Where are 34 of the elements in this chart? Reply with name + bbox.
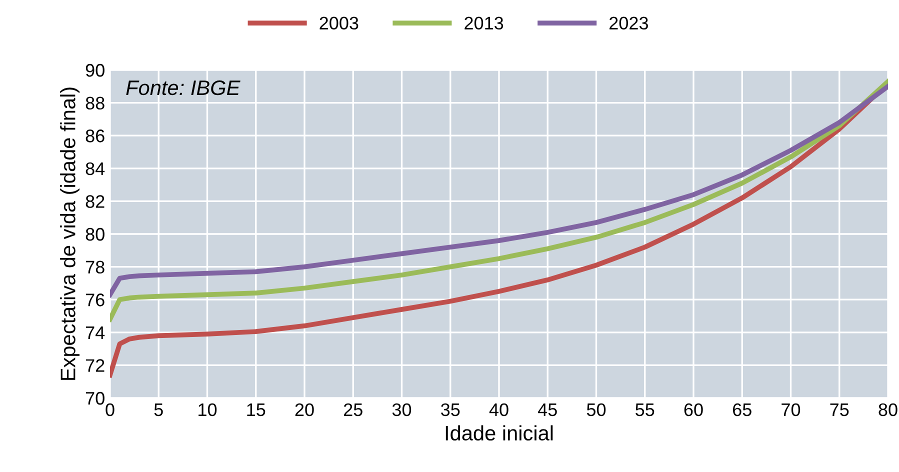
x-tick-label: 25 bbox=[344, 403, 362, 416]
y-tick-label: 84 bbox=[86, 162, 105, 176]
x-tick-label: 55 bbox=[636, 404, 654, 416]
x-tick-label: 65 bbox=[733, 403, 752, 416]
x-tick-label: 30 bbox=[392, 403, 412, 416]
x-tick-label: 45 bbox=[538, 404, 557, 416]
x-tick-label: 75 bbox=[830, 404, 849, 416]
y-tick-label: 70 bbox=[86, 392, 104, 405]
y-tick-label: 78 bbox=[86, 260, 104, 274]
x-tick-label: 0 bbox=[106, 403, 114, 416]
y-tick-label: 90 bbox=[86, 64, 104, 77]
x-tick-label: 5 bbox=[154, 404, 163, 416]
x-tick-label: 20 bbox=[295, 403, 314, 416]
x-tick-label: 40 bbox=[489, 403, 508, 416]
x-axis-title: Idade inicial bbox=[446, 425, 553, 441]
legend-label: 2013 bbox=[464, 16, 504, 30]
x-tick-label: 10 bbox=[198, 403, 217, 416]
x-tick-label: 35 bbox=[441, 403, 460, 416]
x-tick-label: 60 bbox=[684, 403, 703, 416]
y-tick-label: 76 bbox=[86, 294, 104, 306]
x-tick-label: 80 bbox=[878, 403, 898, 416]
y-tick-label: 80 bbox=[86, 228, 104, 241]
legend-label: 2023 bbox=[610, 16, 648, 30]
y-tick-label: 86 bbox=[86, 130, 104, 142]
x-tick-label: 70 bbox=[782, 403, 800, 416]
x-tick-label: 50 bbox=[586, 403, 606, 416]
y-axis-title: Expectativa de vida (idade final) bbox=[60, 88, 80, 380]
x-tick-label: 15 bbox=[247, 404, 266, 416]
y-tick-label: 72 bbox=[86, 359, 104, 372]
annotation: Fonte: IBGE bbox=[126, 80, 240, 96]
legend-label: 2003 bbox=[320, 16, 358, 30]
y-tick-label: 88 bbox=[86, 96, 104, 110]
y-tick-label: 82 bbox=[86, 195, 104, 208]
y-tick-label: 74 bbox=[86, 326, 105, 339]
